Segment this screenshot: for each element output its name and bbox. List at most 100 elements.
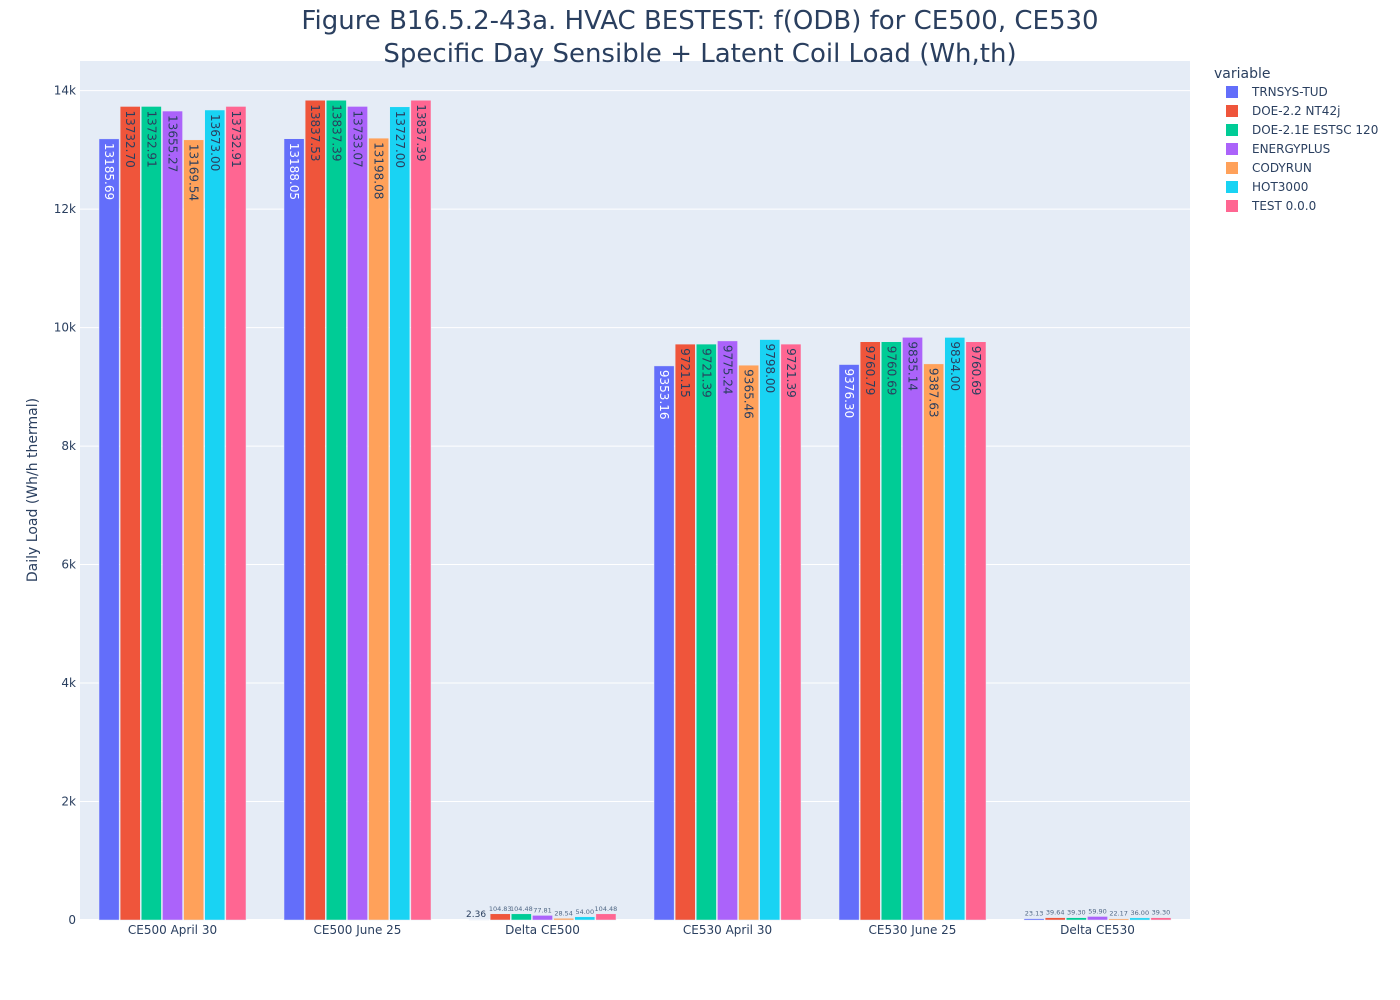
legend-label: DOE-2.1E ESTSC 120 bbox=[1252, 123, 1378, 137]
bar[interactable] bbox=[738, 364, 759, 921]
bar[interactable] bbox=[183, 139, 204, 921]
x-tick-label: CE530 June 25 bbox=[869, 923, 957, 937]
bar[interactable] bbox=[368, 137, 389, 921]
bar[interactable] bbox=[304, 99, 326, 921]
legend-swatch bbox=[1226, 86, 1238, 98]
bar[interactable] bbox=[717, 340, 738, 921]
bar-data-label: 9365.46 bbox=[742, 369, 756, 419]
bar-data-label: 104.48 bbox=[510, 905, 533, 913]
bar[interactable] bbox=[141, 106, 162, 921]
bar[interactable] bbox=[1023, 918, 1045, 921]
bar-data-label: 9353.16 bbox=[657, 370, 671, 420]
bar[interactable] bbox=[574, 916, 596, 921]
legend-label: TEST 0.0.0 bbox=[1251, 199, 1316, 213]
bar[interactable] bbox=[759, 339, 781, 921]
bar[interactable] bbox=[838, 364, 860, 921]
bar[interactable] bbox=[283, 138, 305, 921]
bar-data-label: 9376.30 bbox=[842, 369, 856, 419]
x-tick-label: Delta CE500 bbox=[505, 923, 580, 937]
bar-data-label: 9721.39 bbox=[699, 348, 713, 398]
y-tick-label: 8k bbox=[61, 439, 76, 453]
bar-data-label: 9387.63 bbox=[927, 368, 941, 418]
legend-item[interactable]: ENERGYPLUS bbox=[1226, 142, 1330, 156]
bar[interactable] bbox=[98, 138, 120, 921]
legend-swatch bbox=[1226, 124, 1238, 136]
bar-data-label: 13169.54 bbox=[187, 144, 201, 201]
bar[interactable] bbox=[553, 918, 574, 921]
bar[interactable] bbox=[532, 915, 553, 921]
bar[interactable] bbox=[389, 106, 411, 921]
legend-item[interactable]: TRNSYS-TUD bbox=[1226, 85, 1328, 99]
bar-data-label: 104.83 bbox=[489, 905, 512, 913]
bar[interactable] bbox=[965, 341, 987, 921]
bar-data-label: 59.90 bbox=[1088, 907, 1107, 915]
gridlines bbox=[80, 90, 1190, 921]
chart-title: Figure B16.5.2-43a. HVAC BESTEST: f(ODB)… bbox=[301, 6, 1098, 36]
legend-swatch bbox=[1226, 105, 1238, 117]
bar[interactable] bbox=[780, 343, 802, 921]
x-tick-label: CE500 April 30 bbox=[128, 923, 217, 937]
legend-item[interactable]: TEST 0.0.0 bbox=[1226, 199, 1316, 213]
bar-data-label: 13727.00 bbox=[393, 111, 407, 168]
bar-data-label: 13837.39 bbox=[329, 104, 343, 161]
bar[interactable] bbox=[944, 337, 966, 921]
bar[interactable] bbox=[859, 341, 881, 921]
bar[interactable] bbox=[489, 913, 511, 921]
bars bbox=[98, 99, 1172, 921]
bar-data-label: 28.54 bbox=[554, 909, 573, 917]
bar[interactable] bbox=[1150, 917, 1172, 921]
y-tick-label: 4k bbox=[61, 676, 76, 690]
bar[interactable] bbox=[1108, 918, 1129, 921]
plot-area bbox=[80, 61, 1190, 920]
bar[interactable] bbox=[1129, 917, 1151, 921]
bar[interactable] bbox=[1044, 917, 1066, 921]
bar-data-label: 104.48 bbox=[595, 905, 618, 913]
bar[interactable] bbox=[326, 100, 347, 921]
bar[interactable] bbox=[653, 365, 675, 921]
bar[interactable] bbox=[674, 343, 696, 921]
bar[interactable] bbox=[410, 100, 432, 921]
y-tick-label: 0 bbox=[68, 913, 76, 927]
bar[interactable] bbox=[119, 106, 141, 921]
bar[interactable] bbox=[162, 110, 183, 921]
bar-data-label: 9760.69 bbox=[884, 346, 898, 396]
legend-item[interactable]: CODYRUN bbox=[1226, 161, 1312, 175]
bar-data-label: 13837.53 bbox=[308, 104, 322, 161]
legend-item[interactable]: DOE-2.2 NT42j bbox=[1226, 104, 1340, 118]
legend[interactable]: variable TRNSYS-TUD DOE-2.2 NT42j DOE-2.1E… bbox=[1214, 66, 1378, 213]
bar[interactable] bbox=[696, 343, 717, 921]
legend-swatch bbox=[1226, 200, 1238, 212]
legend-item[interactable]: DOE-2.1E ESTSC 120 bbox=[1226, 123, 1378, 137]
bar-data-label: 13185.69 bbox=[102, 143, 116, 200]
legend-label: TRNSYS-TUD bbox=[1251, 85, 1328, 99]
bar[interactable] bbox=[1087, 916, 1108, 921]
bar[interactable] bbox=[881, 341, 902, 921]
bar[interactable] bbox=[511, 913, 532, 921]
y-tick-label: 6k bbox=[61, 558, 76, 572]
x-tick-label: CE500 June 25 bbox=[314, 923, 402, 937]
legend-item[interactable]: HOT3000 bbox=[1226, 180, 1308, 194]
legend-label: HOT3000 bbox=[1252, 180, 1308, 194]
bar-data-label: 9834.00 bbox=[948, 341, 962, 391]
legend-swatch bbox=[1226, 162, 1238, 174]
y-tick-label: 10k bbox=[54, 321, 76, 335]
bar-labels: 13185.69 13732.70 13732.91 13655.27 13169.54… bbox=[102, 104, 1170, 920]
bar[interactable] bbox=[902, 337, 923, 921]
bar[interactable] bbox=[347, 106, 368, 921]
bar[interactable] bbox=[1066, 917, 1087, 921]
bar-data-label: 13732.70 bbox=[123, 110, 137, 167]
bar[interactable] bbox=[595, 913, 617, 921]
bar[interactable] bbox=[923, 363, 944, 921]
bar[interactable] bbox=[225, 106, 247, 921]
bar[interactable] bbox=[204, 109, 226, 921]
bar-data-label: 23.13 bbox=[1025, 910, 1044, 918]
x-tick-label: Delta CE530 bbox=[1060, 923, 1135, 937]
legend-label: CODYRUN bbox=[1252, 161, 1312, 175]
legend-label: DOE-2.2 NT42j bbox=[1252, 104, 1340, 118]
bar-data-label: 9835.14 bbox=[906, 341, 920, 391]
bar-data-label: 13673.00 bbox=[208, 114, 222, 171]
bar-data-label: 22.17 bbox=[1109, 910, 1128, 918]
chart-subtitle: Specific Day Sensible + Latent Coil Load… bbox=[383, 39, 1016, 69]
bar-data-label: 39.30 bbox=[1067, 909, 1086, 917]
x-axis-ticks: CE500 April 30 CE500 June 25 Delta CE500 CE… bbox=[128, 923, 1135, 937]
